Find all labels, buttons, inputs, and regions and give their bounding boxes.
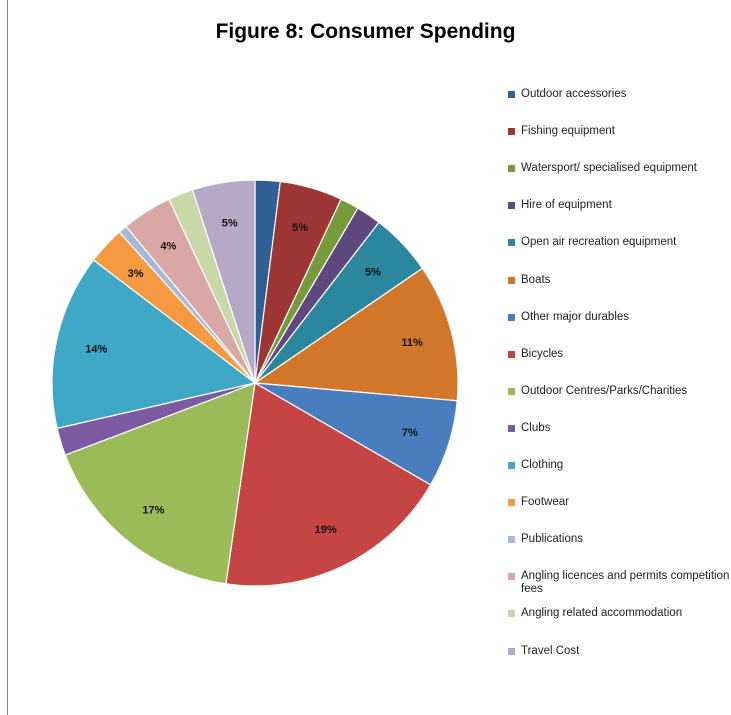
legend-swatch: [508, 313, 515, 321]
data-label-1: 5%: [292, 222, 308, 234]
legend-swatch: [508, 128, 515, 136]
data-label-10: 14%: [85, 344, 107, 356]
data-label-6: 7%: [402, 427, 418, 439]
legend-label: Footwear: [521, 496, 569, 509]
legend-item-7: Bicycles: [508, 348, 730, 361]
legend-swatch: [508, 499, 515, 507]
legend-swatch: [508, 462, 515, 469]
legend-label: Open air recreation equipment: [521, 236, 677, 249]
legend-label: Clubs: [521, 421, 551, 434]
legend-item-1: Fishing equipment: [508, 125, 730, 138]
legend-label: Hire of equipment: [521, 199, 612, 212]
data-label-4: 5%: [365, 266, 381, 278]
legend-item-11: Footwear: [508, 496, 730, 509]
legend-label: Fishing equipment: [521, 125, 615, 138]
legend-item-13: Angling licences and permits competition…: [508, 570, 730, 596]
legend-item-6: Other major durables: [508, 311, 730, 324]
legend-item-3: Hire of equipment: [508, 199, 730, 212]
chart-frame-border: [7, 0, 8, 715]
pie-slice-8: [64, 382, 256, 585]
legend-label: Watersport/ specialised equipment: [521, 162, 697, 175]
pie-slice-15: [191, 179, 256, 384]
data-label-7: 19%: [315, 524, 337, 536]
legend-swatch: [508, 647, 515, 655]
data-label-5: 11%: [401, 337, 423, 349]
chart-title: Figure 8: Consumer Spending: [215, 20, 516, 43]
legend-item-9: Clubs: [508, 422, 730, 435]
legend-item-5: Boats: [508, 274, 730, 287]
legend-item-12: Publications: [508, 533, 730, 546]
legend-label: Boats: [521, 273, 551, 286]
legend-swatch: [508, 165, 515, 173]
pie-slice-7: [225, 382, 432, 587]
legend-label: Angling related accommodation: [521, 607, 683, 620]
legend-swatch: [508, 573, 515, 581]
legend-item-2: Watersport/ specialised equipment: [508, 162, 730, 175]
legend-label: Angling licences and permits competition…: [521, 570, 730, 596]
legend-label: Travel Cost: [521, 644, 580, 657]
legend-swatch: [508, 610, 515, 618]
legend-item-10: Clothing: [508, 459, 730, 472]
data-label-11: 3%: [128, 268, 144, 280]
data-label-15: 5%: [222, 218, 238, 230]
legend-swatch: [508, 536, 515, 544]
data-label-13: 4%: [160, 241, 176, 253]
legend-swatch: [508, 276, 515, 284]
legend-swatch: [508, 424, 515, 432]
legend-swatch: [508, 202, 515, 210]
pie-slice-5: [253, 267, 459, 402]
legend-label: Publications: [521, 533, 584, 546]
legend-swatch: [508, 239, 515, 247]
pie-slice-10: [51, 259, 257, 430]
legend-label: Clothing: [521, 459, 564, 471]
legend-item-15: Travel Cost: [508, 645, 730, 658]
legend-label: Outdoor Centres/Parks/Charities: [521, 384, 688, 397]
legend-swatch: [508, 91, 515, 98]
legend-label: Outdoor accessories: [521, 88, 627, 100]
legend-swatch: [508, 350, 515, 358]
legend-item-14: Angling related accommodation: [508, 607, 730, 620]
legend-label: Other major durables: [521, 310, 630, 323]
legend-swatch: [508, 387, 515, 395]
legend-item-4: Open air recreation equipment: [508, 236, 730, 249]
legend-item-0: Outdoor accessories: [508, 88, 730, 101]
legend-item-8: Outdoor Centres/Parks/Charities: [508, 385, 730, 398]
legend-label: Bicycles: [521, 347, 564, 360]
data-label-8: 17%: [142, 505, 164, 517]
